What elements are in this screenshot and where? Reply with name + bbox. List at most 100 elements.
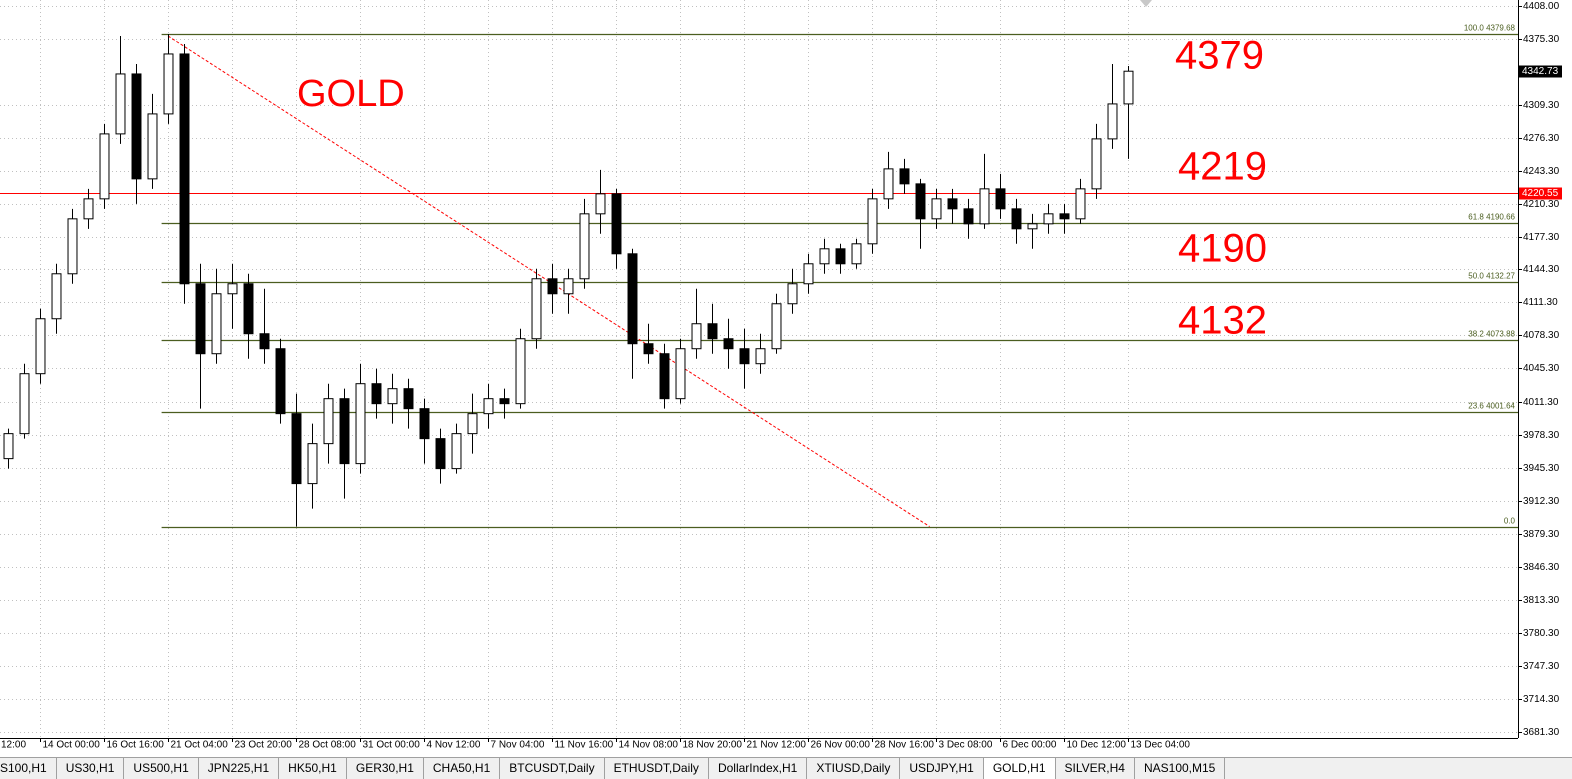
- y-tick-label: 3813.30: [1523, 595, 1560, 606]
- fib-label: 61.8 4190.66: [1468, 213, 1515, 222]
- symbol-tab[interactable]: JPN225,H1: [199, 758, 280, 779]
- last-price-label: 4342.73: [1522, 66, 1559, 77]
- y-tick-label: 4078.30: [1523, 330, 1560, 341]
- candle-body: [739, 348, 750, 365]
- x-tick-label: 6 Dec 00:00: [1003, 740, 1057, 751]
- candle-body: [803, 263, 814, 285]
- candle-body: [83, 198, 94, 220]
- candle-body: [403, 388, 414, 410]
- x-tick-label: 31 Oct 00:00: [363, 740, 421, 751]
- y-tick-label: 3912.30: [1523, 496, 1560, 507]
- y-tick-label: 4210.30: [1523, 199, 1560, 210]
- y-tick-label: 3780.30: [1523, 628, 1560, 639]
- candle-body: [755, 348, 766, 365]
- annotation: 4379: [1175, 34, 1264, 78]
- x-tick-label: 16 Oct 16:00: [107, 740, 165, 751]
- y-tick-label: 3747.30: [1523, 661, 1560, 672]
- candle-body: [547, 278, 558, 295]
- candle-body: [163, 53, 174, 115]
- candle-body: [275, 348, 286, 415]
- candle-body: [851, 243, 862, 265]
- candle-body: [915, 183, 926, 220]
- x-tick-label: 28 Nov 16:00: [875, 740, 935, 751]
- y-tick-label: 4276.30: [1523, 133, 1560, 144]
- candle-body: [819, 248, 830, 265]
- annotation: 4132: [1178, 299, 1267, 343]
- candle-body: [515, 338, 526, 405]
- candle-body: [435, 438, 446, 470]
- annotation: 4219: [1178, 145, 1267, 189]
- candle-body: [307, 443, 318, 485]
- fib-label: 50.0 4132.27: [1468, 272, 1515, 281]
- last-price-tag: [1519, 65, 1562, 78]
- symbol-tab[interactable]: SILVER,H4: [1056, 758, 1135, 779]
- candle-body: [995, 188, 1006, 210]
- candle-body: [483, 398, 494, 415]
- candle-body: [947, 198, 958, 210]
- candle-body: [211, 293, 222, 355]
- candle-body: [467, 413, 478, 435]
- candle-body: [451, 433, 462, 470]
- x-tick-label: 11 Nov 16:00: [555, 740, 614, 751]
- fib-label: 38.2 4073.88: [1468, 330, 1515, 339]
- x-tick-label: 14 Oct 00:00: [43, 740, 101, 751]
- symbol-tab[interactable]: NAS100,M15: [1135, 758, 1226, 779]
- candle-body: [707, 323, 718, 340]
- candle-body: [419, 408, 430, 440]
- y-tick-label: 4045.30: [1523, 363, 1560, 374]
- candle-body: [1091, 138, 1102, 190]
- candle-body: [371, 383, 382, 405]
- candle-body: [227, 283, 238, 295]
- candle-body: [387, 388, 398, 405]
- symbol-tab[interactable]: HK50,H1: [279, 758, 347, 779]
- candle-body: [1011, 208, 1022, 230]
- x-tick-label: 13 Dec 04:00: [1131, 740, 1191, 751]
- candle-body: [643, 343, 654, 355]
- candle-body: [19, 373, 30, 435]
- candle-body: [835, 248, 846, 265]
- symbol-tab[interactable]: US500,H1: [124, 758, 199, 779]
- price-line-tag: [1519, 187, 1562, 200]
- fib-label: 100.0 4379.68: [1464, 24, 1516, 33]
- symbol-tab[interactable]: BTCUSDT,Daily: [500, 758, 605, 779]
- symbol-tab[interactable]: CHA50,H1: [424, 758, 501, 779]
- symbol-tab[interactable]: DollarIndex,H1: [709, 758, 808, 779]
- x-tick-label: 7 Nov 04:00: [491, 740, 545, 751]
- x-tick-label: 4 Nov 12:00: [427, 740, 481, 751]
- candle-body: [67, 218, 78, 275]
- y-tick-label: 4375.30: [1523, 34, 1560, 45]
- plot: 100.0 4379.68 61.8 4190.66 50.0 4132.27 38.…: [0, 24, 1518, 529]
- symbol-tab[interactable]: GOLD,H1: [983, 758, 1056, 779]
- candle-body: [611, 193, 622, 255]
- candle-body: [691, 323, 702, 350]
- y-tick-label: 3714.30: [1523, 694, 1560, 705]
- candle-body: [147, 113, 158, 180]
- candle-body: [931, 198, 942, 220]
- candle-body: [179, 53, 190, 285]
- x-tick-label: 28 Oct 08:00: [299, 740, 357, 751]
- symbol-tab[interactable]: S100,H1: [0, 758, 57, 779]
- y-tick-label: 4011.30: [1523, 397, 1559, 408]
- candle-body: [867, 198, 878, 245]
- chart: 100.0 4379.68 61.8 4190.66 50.0 4132.27 38.…: [0, 0, 1562, 751]
- y-tick-label: 4144.30: [1523, 264, 1560, 275]
- x-tick-label: 12:00: [1, 740, 26, 751]
- candle-body: [723, 338, 734, 350]
- candle-body: [531, 278, 542, 340]
- candle-body: [771, 303, 782, 350]
- symbol-tab[interactable]: USDJPY,H1: [900, 758, 984, 779]
- candle-body: [291, 413, 302, 485]
- symbol-tab[interactable]: GER30,H1: [347, 758, 424, 779]
- candle-body: [899, 168, 910, 185]
- y-tick-label: 3945.30: [1523, 463, 1560, 474]
- x-tick-label: 14 Nov 08:00: [619, 740, 679, 751]
- chart-title: GOLD: [297, 73, 405, 115]
- symbol-tab[interactable]: XTIUSD,Daily: [807, 758, 901, 779]
- x-tick-label: 3 Dec 08:00: [939, 740, 993, 751]
- symbol-tab[interactable]: ETHUSDT,Daily: [605, 758, 709, 779]
- y-tick-label: 4408.00: [1523, 1, 1560, 12]
- candle-body: [99, 133, 110, 200]
- candle-body: [35, 318, 46, 375]
- shift-marker: [1140, 0, 1152, 7]
- symbol-tab[interactable]: US30,H1: [57, 758, 125, 779]
